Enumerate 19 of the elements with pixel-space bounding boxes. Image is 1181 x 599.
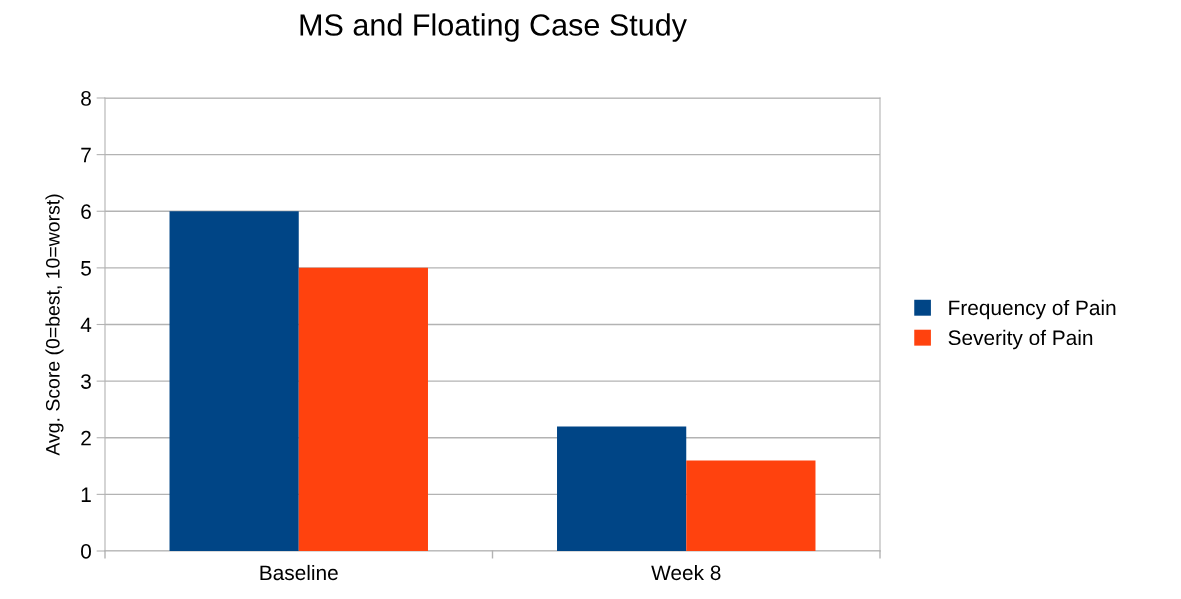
y-axis-title: Avg. Score (0=best, 10=worst) <box>45 194 64 456</box>
y-tick-label: 7 <box>81 147 91 163</box>
legend-label: Severity of Pain <box>948 329 1093 350</box>
y-tick-label: 6 <box>81 204 91 219</box>
bar <box>557 426 687 551</box>
y-tick-label: 3 <box>81 374 91 389</box>
y-tick-label: 5 <box>81 261 91 276</box>
bar <box>298 267 428 551</box>
y-tick-label: 0 <box>81 544 91 559</box>
x-tick-label: Week 8 <box>651 564 721 581</box>
y-tick-label: 1 <box>81 487 91 502</box>
y-tick-label: 2 <box>81 430 91 446</box>
x-tick-label: Baseline <box>260 564 338 581</box>
bar <box>169 211 299 551</box>
y-tick-label: 8 <box>81 91 91 106</box>
chart-title: MS and Floating Case Study <box>300 13 687 42</box>
bar <box>686 460 816 551</box>
legend-label: Frequency of Pain <box>949 299 1116 320</box>
y-tick-label: 4 <box>80 317 92 333</box>
